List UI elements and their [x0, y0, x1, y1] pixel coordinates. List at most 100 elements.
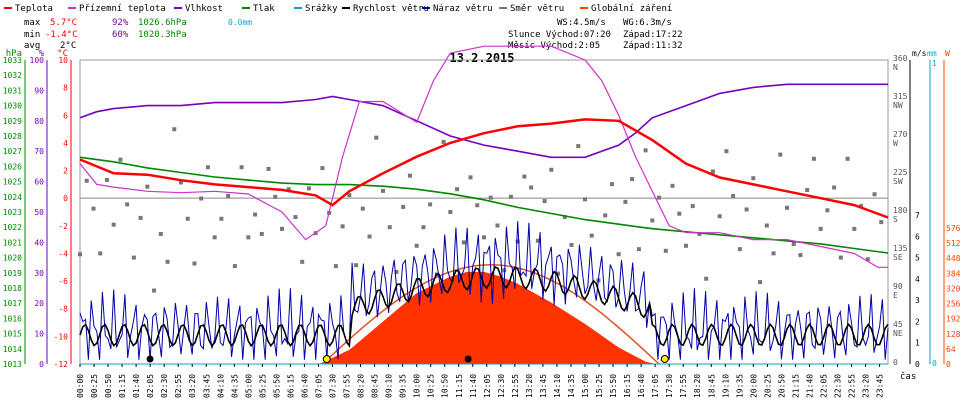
- moonset-marker: [464, 355, 472, 363]
- wind-direction-point: [253, 212, 258, 217]
- wind-direction-point: [131, 255, 136, 260]
- wind-direction-point: [663, 248, 668, 253]
- ms-tick: 5: [915, 254, 920, 263]
- wind-direction-point: [704, 276, 709, 281]
- wind-direction-point: [764, 223, 769, 228]
- wind-direction-point: [199, 196, 204, 201]
- x-tick-label: 00:50: [104, 374, 113, 398]
- temperature-line: [79, 118, 889, 219]
- wind-direction-point: [239, 165, 244, 170]
- wind-direction-point: [785, 205, 789, 210]
- wind-direction-point: [394, 269, 399, 274]
- stat-max-press: 1026.6hPa: [138, 18, 187, 28]
- stat-min-label: min: [24, 30, 40, 40]
- hpa-axis-tick: 1025: [3, 178, 22, 187]
- wind-direction-point: [441, 139, 446, 144]
- x-tick-label: 07:05: [314, 374, 323, 398]
- x-tick-label: 17:55: [679, 374, 688, 398]
- x-tick-label: 15:00: [581, 374, 590, 398]
- dir-tick: 360: [893, 54, 908, 63]
- w-tick: 0: [946, 360, 951, 369]
- x-tick-label: 09:35: [399, 374, 408, 398]
- wind-direction-point: [583, 197, 587, 202]
- x-tick-label: 20:00: [749, 374, 758, 398]
- legend-label: Náraz větru: [433, 4, 493, 14]
- wind-direction-point: [333, 264, 338, 269]
- temp-axis-tick: 8: [63, 84, 68, 93]
- wind-direction-point: [872, 192, 877, 197]
- wind-direction-point: [771, 251, 776, 256]
- w-tick: 320: [946, 284, 961, 293]
- x-tick-label: 16:15: [623, 374, 632, 398]
- wind-direction-point: [684, 243, 688, 248]
- wind-direction-point: [529, 185, 534, 190]
- wind-direction-point: [643, 148, 648, 153]
- wind-direction-point: [697, 231, 702, 236]
- wind-direction-point: [744, 207, 749, 212]
- wind-direction-point: [280, 226, 284, 231]
- x-tick-label: 10:00: [413, 374, 422, 398]
- sunset-marker: [660, 355, 669, 363]
- moonrise-marker: [146, 355, 154, 363]
- temp-axis-tick: -6: [58, 277, 68, 286]
- hpa-axis-tick: 1032: [3, 71, 22, 80]
- temp-axis-tick: -10: [54, 332, 69, 341]
- stat-rain: 0.0mm: [228, 18, 252, 27]
- wind-direction-point: [461, 240, 466, 245]
- pct-axis-tick: 10: [34, 330, 44, 339]
- wind-direction-point: [791, 242, 796, 247]
- x-tick-label: 10:50: [441, 374, 450, 398]
- wind-direction-point: [488, 195, 493, 200]
- dir-tick: 0: [893, 358, 898, 367]
- pct-axis-unit: %: [39, 49, 45, 59]
- stat-min-hum: 60%: [112, 30, 129, 40]
- legend-label: Tlak: [253, 4, 275, 14]
- wind-direction-point: [569, 242, 574, 247]
- wind-direction-point: [535, 238, 540, 243]
- mm-tick: 0: [932, 359, 937, 368]
- ms-tick: 7: [915, 211, 920, 220]
- x-tick-label: 22:05: [819, 374, 828, 398]
- humidity-line: [79, 83, 888, 159]
- dir-tick: 180: [893, 206, 908, 215]
- x-tick-label: 11:15: [455, 374, 464, 398]
- dir-tick-label: S: [893, 215, 898, 224]
- wind-direction-point: [838, 255, 843, 260]
- info-mesic-zapad: Západ:11:32: [623, 41, 683, 51]
- wind-direction-point: [273, 194, 278, 199]
- x-tick-label: 05:00: [244, 374, 253, 398]
- temp-axis-tick: -2: [58, 222, 68, 231]
- hpa-axis-tick: 1019: [3, 269, 22, 278]
- wind-direction-point: [710, 169, 715, 174]
- ground-temperature-line: [79, 45, 888, 268]
- wind-direction-point: [232, 264, 237, 269]
- pct-axis-tick: 90: [34, 86, 44, 95]
- wind-direction-point: [609, 182, 614, 187]
- wind-direction-point: [623, 199, 628, 204]
- wind-direction-point: [78, 252, 82, 257]
- wind-direction-point: [522, 174, 527, 179]
- dir-tick-label: SW: [893, 177, 903, 186]
- x-tick-label: 01:40: [132, 374, 141, 398]
- x-tick-label: 16:40: [637, 374, 646, 398]
- legend-label: Rychlost větru: [353, 4, 429, 14]
- dir-tick-label: NE: [893, 329, 903, 338]
- wind-direction-point: [401, 204, 406, 209]
- x-tick-label: 01:15: [118, 374, 127, 398]
- ms-tick: 4: [915, 275, 920, 284]
- x-tick-label: 02:30: [160, 374, 169, 398]
- x-tick-label: 20:50: [777, 374, 786, 398]
- legend-label: Přízemní teplota: [79, 4, 166, 14]
- x-tick-label: 14:10: [553, 374, 562, 398]
- hpa-axis-tick: 1033: [3, 56, 22, 65]
- x-tick-label: 09:10: [385, 374, 394, 398]
- x-tick-label: 12:05: [483, 374, 492, 398]
- mm-unit: mm: [927, 49, 937, 58]
- pct-axis-tick: 60: [34, 178, 44, 187]
- legend: Teplota Přízemní teplota Vlhkost Tlak Srážky…: [4, 4, 672, 14]
- wind-direction-point: [717, 214, 722, 219]
- temp-axis-tick: 10: [58, 56, 68, 65]
- w-tick: 448: [946, 254, 961, 263]
- info-wg: WG:6.3m/s: [623, 18, 672, 28]
- x-tick-label: 18:45: [707, 374, 716, 398]
